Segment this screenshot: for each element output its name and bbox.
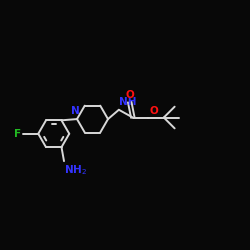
Text: N: N [72, 106, 80, 116]
Text: NH: NH [119, 97, 137, 107]
Text: NH$_2$: NH$_2$ [64, 163, 88, 177]
Text: O: O [125, 90, 134, 100]
Text: O: O [149, 106, 158, 116]
Text: F: F [14, 129, 21, 139]
